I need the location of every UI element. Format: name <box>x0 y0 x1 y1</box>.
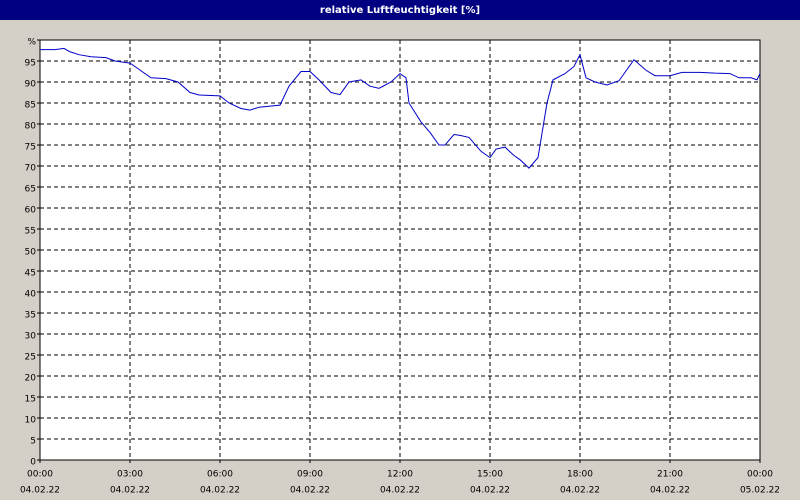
y-tick-label: 0 <box>30 458 36 468</box>
y-tick-label: 10 <box>25 416 37 426</box>
x-tick-label: 12:00 <box>387 470 413 480</box>
x-tick-date: 04.02.22 <box>110 486 150 496</box>
y-tick-label: 80 <box>25 122 37 132</box>
y-tick-label: % <box>27 38 36 48</box>
y-tick-label: 5 <box>30 437 36 447</box>
y-tick-label: 70 <box>25 164 37 174</box>
x-tick-date: 04.02.22 <box>470 486 510 496</box>
y-tick-label: 55 <box>25 227 36 237</box>
y-tick-label: 85 <box>25 101 36 111</box>
y-tick-label: 45 <box>25 269 36 279</box>
y-tick-label: 65 <box>25 185 36 195</box>
y-tick-label: 75 <box>25 143 36 153</box>
y-tick-label: 40 <box>25 290 37 300</box>
x-tick-label: 06:00 <box>207 470 233 480</box>
y-tick-label: 95 <box>25 59 36 69</box>
x-tick-date: 04.02.22 <box>380 486 420 496</box>
y-tick-label: 60 <box>25 206 37 216</box>
y-tick-label: 25 <box>25 353 36 363</box>
x-tick-label: 21:00 <box>657 470 683 480</box>
x-tick-date: 04.02.22 <box>290 486 330 496</box>
x-tick-label: 00:00 <box>747 470 773 480</box>
y-tick-label: 90 <box>25 80 37 90</box>
y-tick-label: 15 <box>25 395 36 405</box>
x-tick-label: 00:00 <box>27 470 53 480</box>
title-bar <box>0 0 800 20</box>
x-tick-date: 04.02.22 <box>650 486 690 496</box>
x-tick-date: 04.02.22 <box>20 486 60 496</box>
y-tick-label: 50 <box>25 248 37 258</box>
y-tick-label: 20 <box>25 374 37 384</box>
x-tick-label: 03:00 <box>117 470 143 480</box>
y-tick-label: 30 <box>25 332 37 342</box>
x-tick-label: 09:00 <box>297 470 323 480</box>
x-tick-date: 04.02.22 <box>560 486 600 496</box>
x-tick-date: 04.02.22 <box>200 486 240 496</box>
chart-title: relative Luftfeuchtigkeit [%] <box>320 5 480 16</box>
y-tick-label: 35 <box>25 311 36 321</box>
data-line <box>40 47 761 169</box>
x-tick-label: 15:00 <box>477 470 503 480</box>
x-tick-date: 05.02.22 <box>740 486 780 496</box>
x-tick-label: 18:00 <box>567 470 593 480</box>
